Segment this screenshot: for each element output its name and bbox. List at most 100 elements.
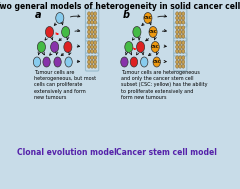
Circle shape (176, 12, 179, 16)
Circle shape (149, 26, 157, 37)
Circle shape (94, 60, 97, 64)
Circle shape (88, 60, 90, 64)
Circle shape (94, 45, 97, 49)
Circle shape (94, 34, 97, 38)
Circle shape (179, 49, 182, 53)
Circle shape (176, 60, 179, 64)
Circle shape (182, 30, 185, 34)
Circle shape (176, 41, 179, 45)
Circle shape (91, 56, 94, 60)
Text: Clonal evolution model: Clonal evolution model (17, 148, 116, 157)
Circle shape (179, 12, 182, 16)
Circle shape (125, 42, 133, 53)
Circle shape (179, 30, 182, 34)
Circle shape (176, 30, 179, 34)
Circle shape (182, 60, 185, 64)
Circle shape (88, 49, 90, 53)
Circle shape (94, 26, 97, 30)
Circle shape (141, 57, 148, 67)
Circle shape (182, 20, 185, 24)
Text: CSC: CSC (149, 30, 157, 34)
Circle shape (88, 56, 90, 60)
Circle shape (65, 57, 72, 67)
Circle shape (179, 20, 182, 24)
Text: Two general models of heterogeneity in solid cancer cells: Two general models of heterogeneity in s… (0, 2, 240, 11)
Circle shape (91, 64, 94, 68)
Circle shape (176, 26, 179, 30)
Circle shape (88, 64, 90, 68)
Circle shape (88, 34, 90, 38)
Circle shape (176, 64, 179, 68)
Circle shape (88, 26, 90, 30)
Circle shape (91, 45, 94, 49)
Text: CSC: CSC (144, 16, 152, 20)
Circle shape (94, 30, 97, 34)
Circle shape (91, 26, 94, 30)
Circle shape (153, 57, 160, 67)
Circle shape (91, 30, 94, 34)
Circle shape (37, 42, 45, 53)
Text: CSC: CSC (152, 60, 161, 64)
Circle shape (91, 20, 94, 24)
Circle shape (88, 16, 90, 20)
Circle shape (130, 57, 138, 67)
Circle shape (182, 49, 185, 53)
Circle shape (179, 34, 182, 38)
Circle shape (88, 12, 90, 16)
Circle shape (182, 64, 185, 68)
Circle shape (91, 12, 94, 16)
Circle shape (54, 57, 61, 67)
Circle shape (176, 49, 179, 53)
Text: Tumour cells are
heterogeneous, but most
cells can proliferate
extensively and f: Tumour cells are heterogeneous, but most… (34, 70, 96, 100)
Circle shape (182, 16, 185, 20)
Circle shape (62, 26, 70, 37)
Circle shape (182, 34, 185, 38)
Circle shape (176, 16, 179, 20)
Circle shape (51, 42, 59, 53)
Circle shape (88, 45, 90, 49)
Circle shape (91, 16, 94, 20)
Text: Cancer stem cell model: Cancer stem cell model (116, 148, 217, 157)
Circle shape (88, 41, 90, 45)
Circle shape (94, 12, 97, 16)
Circle shape (179, 26, 182, 30)
Circle shape (144, 12, 152, 23)
Circle shape (182, 12, 185, 16)
Circle shape (182, 26, 185, 30)
Circle shape (179, 45, 182, 49)
Circle shape (179, 16, 182, 20)
Text: Tumour cells are heterogeneous
and only the cancer stem cell
subset (CSC: yellow: Tumour cells are heterogeneous and only … (121, 70, 208, 100)
Circle shape (179, 64, 182, 68)
Circle shape (94, 20, 97, 24)
Circle shape (179, 56, 182, 60)
Circle shape (88, 30, 90, 34)
Text: a: a (35, 10, 42, 20)
Circle shape (182, 56, 185, 60)
Circle shape (43, 57, 50, 67)
Circle shape (88, 20, 90, 24)
Circle shape (176, 20, 179, 24)
Circle shape (94, 64, 97, 68)
Circle shape (91, 34, 94, 38)
Circle shape (91, 49, 94, 53)
Circle shape (56, 12, 64, 23)
Circle shape (94, 41, 97, 45)
Circle shape (45, 26, 54, 37)
Circle shape (179, 41, 182, 45)
Circle shape (121, 57, 128, 67)
Circle shape (137, 42, 145, 53)
Circle shape (94, 16, 97, 20)
Circle shape (94, 49, 97, 53)
Circle shape (176, 56, 179, 60)
Circle shape (179, 60, 182, 64)
Circle shape (91, 60, 94, 64)
Text: b: b (122, 10, 129, 20)
Circle shape (182, 45, 185, 49)
Circle shape (64, 42, 72, 53)
Circle shape (182, 41, 185, 45)
Circle shape (176, 34, 179, 38)
Circle shape (176, 45, 179, 49)
Circle shape (33, 57, 41, 67)
Circle shape (94, 56, 97, 60)
Circle shape (133, 26, 141, 37)
